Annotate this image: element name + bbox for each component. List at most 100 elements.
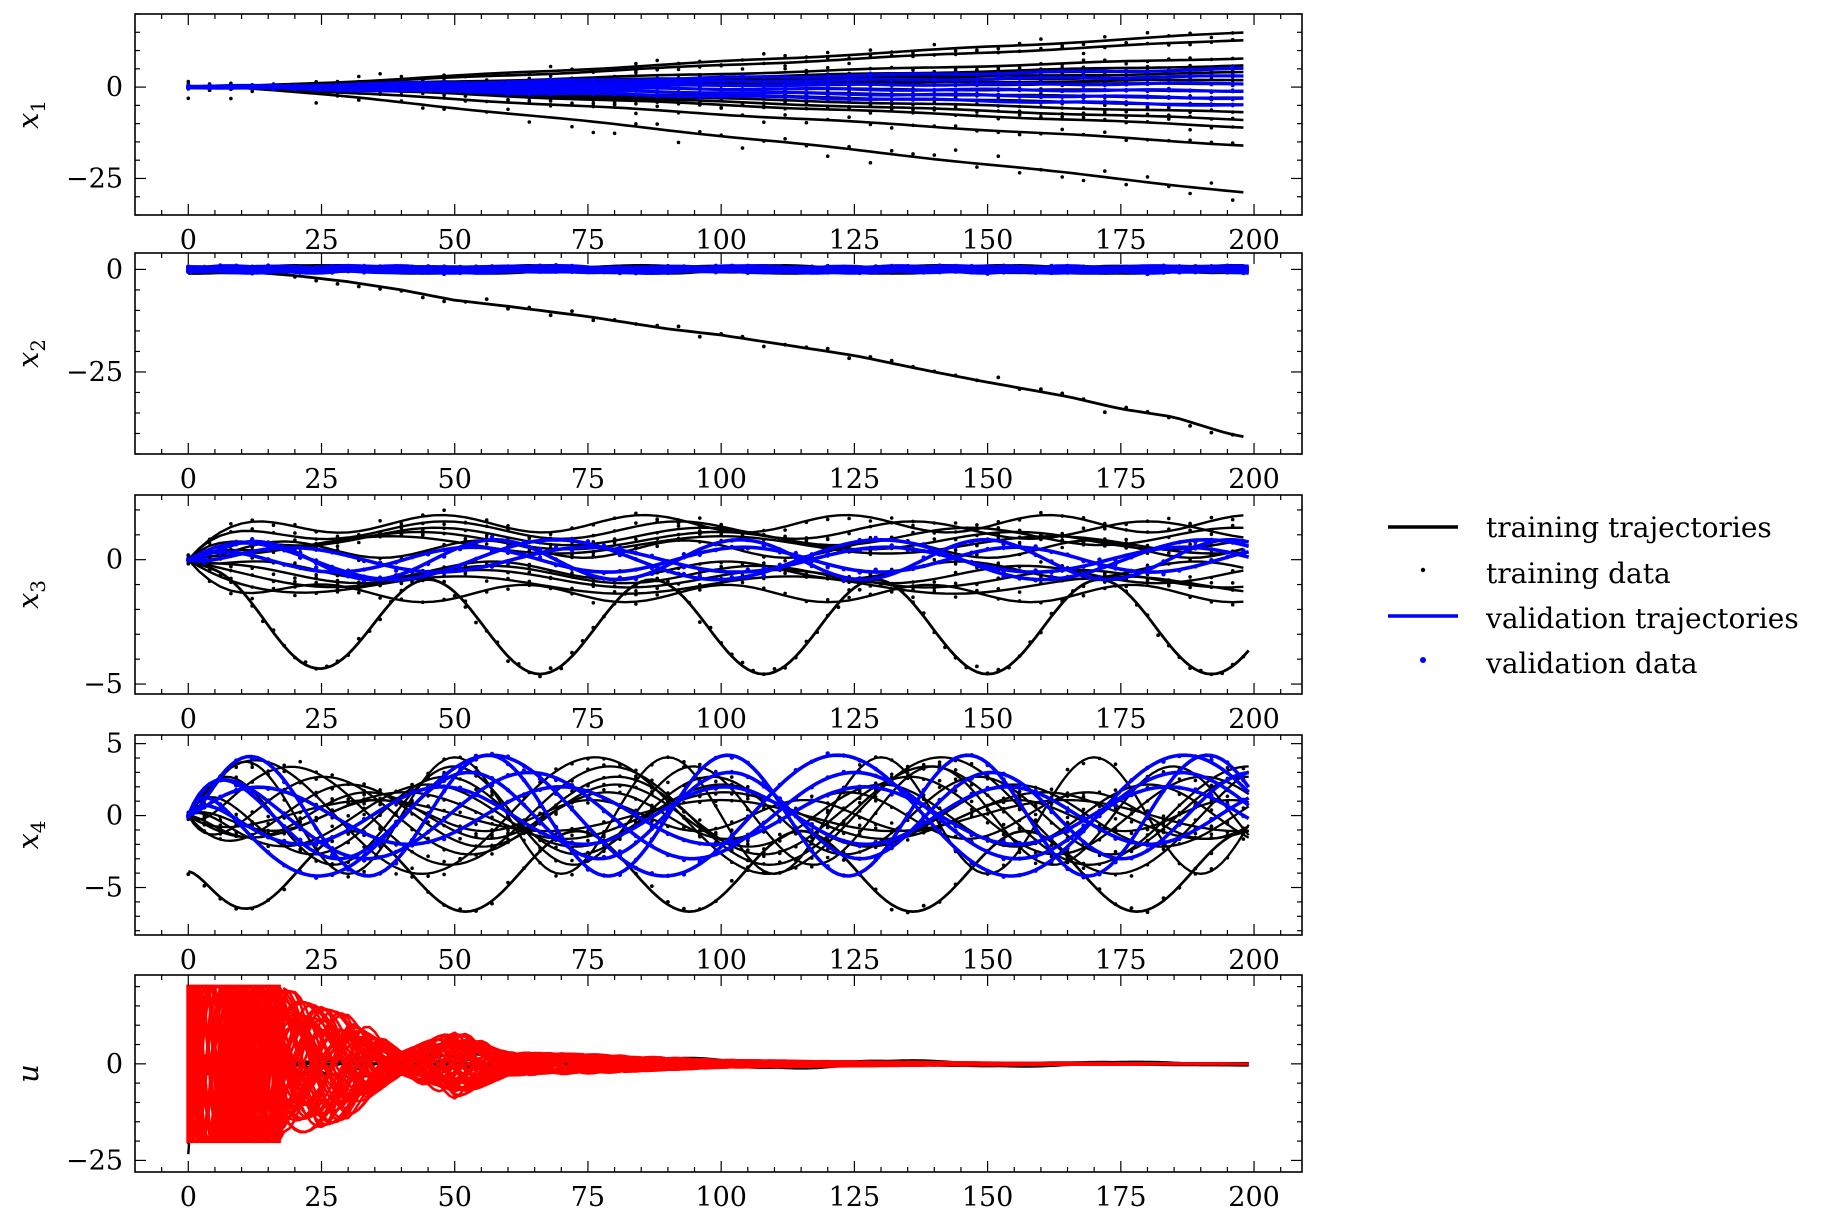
validation-data-point [393, 841, 399, 846]
training-data-point [847, 588, 851, 592]
training-data-point [378, 531, 382, 536]
validation-data-point [761, 87, 766, 92]
training-data-point [857, 816, 862, 820]
training-data-point [857, 809, 862, 813]
training-data-point [1167, 527, 1171, 531]
validation-data-point [873, 766, 878, 772]
training-data-point [1124, 115, 1128, 120]
validation-data-point [1241, 265, 1246, 270]
training-data-point [975, 165, 979, 169]
training-data-point [1209, 851, 1214, 856]
x-tick-label: 100 [695, 225, 747, 256]
training-data-point [804, 59, 809, 64]
validation-data-point [473, 753, 479, 758]
validation-data-point [1209, 816, 1214, 822]
training-data-point [474, 810, 478, 814]
validation-data-point [393, 573, 399, 578]
validation-data-point [314, 842, 319, 847]
validation-data-point [314, 875, 319, 880]
training-data-point [458, 907, 462, 912]
training-data-point [985, 808, 990, 812]
training-data-point [314, 573, 319, 577]
validation-data-point [330, 835, 335, 840]
training-data-point [676, 73, 681, 77]
validation-data-point [889, 792, 894, 797]
training-data-point [713, 899, 718, 904]
validation-data-point [1081, 95, 1086, 100]
validation-data-point [617, 802, 623, 808]
training-data-point [1049, 787, 1054, 792]
training-data-point [1209, 117, 1214, 121]
training-data-point [420, 295, 425, 300]
validation-data-point [537, 820, 543, 825]
validation-data-point [1038, 94, 1044, 100]
training-data-point [250, 765, 254, 769]
validation-data-point [932, 88, 937, 93]
training-data-point [378, 788, 382, 792]
validation-data-point [1033, 788, 1038, 794]
training-data-point [1065, 767, 1070, 772]
validation-data-point [1017, 781, 1022, 786]
validation-data-point [969, 860, 974, 866]
training-data-point [868, 592, 873, 597]
training-data-point [1017, 41, 1022, 46]
validation-data-point [969, 264, 974, 269]
training-data-point [778, 851, 782, 856]
training-data-point [570, 650, 574, 655]
validation-data-point [505, 545, 511, 550]
training-data-point [1167, 34, 1171, 38]
validation-data-point [521, 539, 527, 544]
training-data-point [1209, 783, 1214, 788]
x-tick-label: 25 [304, 945, 338, 976]
training-data-point [1241, 766, 1246, 771]
validation-data-point [1129, 792, 1134, 798]
training-data-point [527, 305, 532, 310]
training-data-point [1097, 756, 1102, 761]
training-data-point [682, 810, 686, 814]
training-data-point [1124, 138, 1128, 142]
validation-data-point [713, 547, 718, 553]
training-data-point [602, 830, 606, 834]
validation-data-point [713, 568, 718, 573]
training-data-point [1017, 818, 1022, 823]
training-data-point [421, 528, 425, 532]
validation-data-point [825, 81, 830, 87]
training-data-point [996, 154, 1001, 158]
training-data-point [612, 131, 617, 136]
training-data-point [1188, 191, 1192, 196]
training-data-point [1230, 116, 1235, 121]
training-data-point [548, 74, 553, 78]
training-data-point [474, 909, 478, 913]
training-data-point [911, 580, 915, 584]
validation-data-point [740, 78, 745, 84]
training-data-point [825, 808, 830, 813]
training-data-point [1129, 848, 1134, 852]
validation-data-point [1230, 89, 1235, 94]
training-data-point [1241, 826, 1246, 830]
validation-data-point [617, 569, 623, 574]
training-data-point [825, 65, 830, 70]
training-data-point [1161, 847, 1166, 851]
training-data-point [282, 798, 287, 802]
validation-data-point [601, 543, 607, 548]
training-data-point [953, 772, 958, 776]
validation-data-point [537, 555, 543, 560]
training-data-point [202, 812, 207, 816]
validation-data-point [761, 565, 766, 570]
validation-data-point [985, 771, 990, 776]
validation-data-point [393, 820, 399, 825]
validation-data-point [202, 795, 207, 800]
validation-data-point [441, 568, 447, 573]
validation-data-point [1161, 545, 1166, 550]
training-data-point [357, 580, 361, 584]
training-data-point [1225, 833, 1230, 838]
training-data-point [730, 775, 734, 779]
validation-data-point [601, 570, 607, 576]
training-data-point [698, 516, 702, 520]
validation-data-point [825, 92, 830, 97]
training-data-point [1188, 127, 1192, 132]
training-data-point [682, 816, 686, 820]
validation-data-point [633, 82, 639, 88]
validation-data-point [793, 814, 798, 819]
validation-data-point [601, 266, 607, 271]
